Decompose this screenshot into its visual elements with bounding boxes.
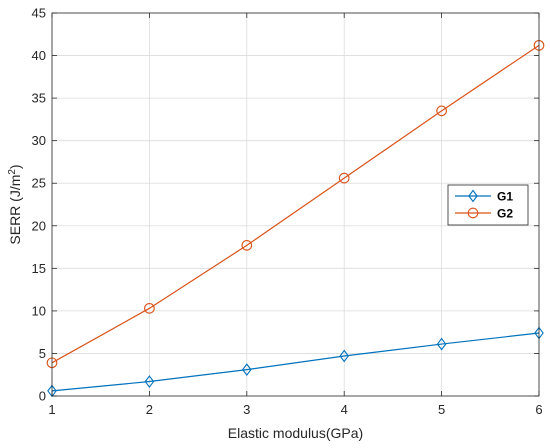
data-point-g1 — [144, 375, 155, 388]
x-tick-label: 2 — [146, 402, 153, 417]
series-g1 — [47, 326, 544, 398]
data-point-g1 — [241, 363, 252, 377]
y-tick-label: 45 — [32, 6, 46, 21]
legend-item-g1: G1 — [455, 190, 513, 204]
series-g2 — [46, 39, 545, 369]
x-tick-label: 4 — [341, 402, 348, 417]
y-tick-label: 15 — [32, 261, 46, 276]
data-point-g2 — [241, 240, 253, 251]
series-layer — [46, 39, 545, 398]
x-axis: 1 2 3 4 5 6 — [48, 13, 543, 417]
legend-label: G2 — [497, 207, 513, 221]
y-tick-label: 20 — [32, 218, 46, 233]
series-line-g2 — [51, 44, 540, 364]
y-tick-label: 10 — [32, 303, 46, 318]
y-axis-title: SERR (J/m2) — [7, 164, 24, 244]
x-axis-title: Elastic modulus(GPa) — [228, 425, 363, 441]
x-tick-label: 3 — [243, 402, 250, 417]
plot-frame — [51, 12, 540, 397]
x-tick-label: 5 — [438, 402, 445, 417]
data-point-g1 — [436, 337, 447, 351]
y-tick-label: 5 — [39, 346, 46, 361]
y-tick-label: 40 — [32, 48, 46, 63]
y-axis: 0 5 10 15 20 25 30 35 40 45 — [32, 6, 539, 404]
legend-box — [447, 184, 529, 226]
data-point-g2 — [338, 172, 350, 184]
legend-marker — [467, 207, 479, 219]
grid — [51, 12, 540, 397]
x-tick-label: 1 — [48, 402, 55, 417]
legend-marker — [468, 189, 478, 203]
x-tick-label: 6 — [535, 402, 542, 417]
data-point-g2 — [436, 105, 447, 117]
y-tick-label: 35 — [32, 91, 46, 106]
y-tick-label: 30 — [32, 133, 46, 148]
legend-label: G1 — [497, 190, 513, 204]
data-point-g1 — [339, 349, 350, 363]
series-line-g1 — [51, 332, 540, 392]
y-tick-label: 25 — [32, 176, 46, 191]
legend-item-g2: G2 — [455, 207, 513, 221]
data-point-g2 — [144, 302, 155, 314]
y-tick-label: 0 — [39, 389, 46, 404]
